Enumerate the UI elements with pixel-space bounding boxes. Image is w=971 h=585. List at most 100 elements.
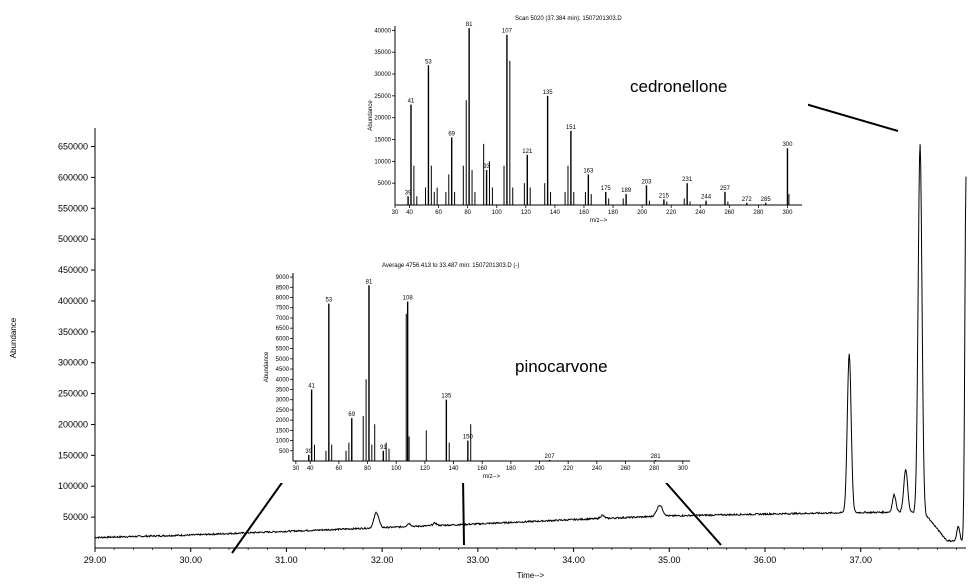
y-tick-label: 250000	[58, 389, 88, 399]
connector-line	[231, 476, 287, 554]
spectrum-peak-label: 257	[720, 186, 731, 192]
inset-y-tick-label: 9000	[276, 275, 290, 281]
y-tick-label: 500000	[58, 234, 88, 244]
spectrum-peak-label: 215	[659, 193, 670, 199]
connector-line	[462, 477, 465, 546]
inset-x-tick-label: 260	[724, 210, 735, 216]
inset-y-tick-label: 5000	[276, 357, 290, 363]
inset-x-axis-label: m/z-->	[483, 474, 501, 480]
inset-background	[261, 265, 696, 483]
y-tick-label: 450000	[58, 265, 88, 275]
x-tick-label: 35.00	[658, 555, 681, 565]
inset-y-tick-label: 6000	[276, 336, 290, 342]
inset-y-tick-label: 25000	[374, 94, 391, 100]
y-tick-label: 150000	[58, 450, 88, 460]
spectrum-peak-label: 163	[583, 168, 594, 174]
spectrum-peak-label: 93	[483, 164, 490, 170]
connector-line	[660, 476, 722, 546]
inset-y-tick-label: 1000	[276, 439, 290, 445]
inset-x-tick-label: 80	[364, 466, 371, 472]
inset-x-tick-label: 60	[435, 210, 442, 216]
inset-x-tick-label: 280	[649, 466, 660, 472]
inset-y-tick-label: 5500	[276, 347, 290, 353]
x-tick-label: 29.00	[84, 555, 107, 565]
spectrum-peak-label: 53	[425, 59, 432, 65]
spectrum-peak-label: 108	[403, 296, 414, 302]
inset-y-tick-label: 1500	[276, 428, 290, 434]
inset-y-axis-label: Abundance	[368, 100, 374, 131]
inset-x-tick-label: 100	[391, 466, 402, 472]
inset-x-tick-label: 40	[406, 210, 413, 216]
inset-x-tick-label: 140	[550, 210, 561, 216]
inset-y-tick-label: 20000	[374, 116, 391, 122]
spectrum-peak-label: 150	[463, 435, 474, 441]
compound-label-cedronellone: cedronellone	[630, 77, 727, 96]
y-tick-label: 400000	[58, 296, 88, 306]
x-tick-label: 36.00	[754, 555, 777, 565]
inset-y-tick-label: 500	[279, 449, 290, 455]
y-tick-label: 200000	[58, 419, 88, 429]
inset-x-axis-label: m/z-->	[590, 218, 608, 224]
spectrum-peak-label: 39	[405, 190, 412, 196]
inset-x-tick-label: 160	[477, 466, 488, 472]
inset-y-axis-label: Abundance	[264, 351, 270, 382]
main-chromatogram: 50000 100000 150000 200000 250000 300000 35000…	[9, 128, 967, 580]
spectrum-peak-label: 207	[545, 454, 556, 460]
x-axis-label: Time-->	[517, 571, 545, 580]
inset-y-tick-label: 7000	[276, 316, 290, 322]
inset-y-tick-label: 4000	[276, 377, 290, 383]
x-tick-label: 33.00	[467, 555, 490, 565]
x-tick-label: 37.00	[849, 555, 872, 565]
spectrum-peak-label: 300	[782, 142, 793, 148]
inset-x-tick-label: 200	[637, 210, 648, 216]
inset-y-tick-label: 8000	[276, 296, 290, 302]
inset-y-tick-label: 5000	[378, 181, 392, 187]
inset-cedronellone-spectrum: 5000 10000 15000 20000 25000 30000 35000 40000 3…	[365, 4, 808, 227]
inset-y-tick-label: 7500	[276, 306, 290, 312]
spectrum-peak-label: 121	[522, 149, 533, 155]
inset-y-tick-label: 30000	[374, 72, 391, 78]
inset-y-tick-label: 2500	[276, 408, 290, 414]
spectrum-peak-label: 41	[308, 383, 315, 389]
spectrum-peak-label: 151	[566, 125, 577, 131]
y-tick-label: 50000	[63, 512, 88, 522]
inset-y-tick-label: 15000	[374, 138, 391, 144]
inset-pinocarvone-spectrum: 500 1000 1500 2000 2500 3000 3500 4000 4500 5000 5…	[261, 263, 696, 483]
spectrum-peak-label: 285	[761, 197, 772, 203]
spectrum-peak-label: 107	[502, 29, 513, 35]
inset-x-tick-label: 40	[307, 466, 314, 472]
spectrum-peak-label: 69	[448, 131, 455, 137]
spectrum-peak-label: 281	[651, 454, 662, 460]
inset-x-tick-label: 30	[392, 210, 399, 216]
inset-y-tick-label: 10000	[374, 159, 391, 165]
spectrum-peak-label: 244	[701, 195, 712, 201]
inset-x-tick-label: 120	[521, 210, 532, 216]
spectrum-peak-label: 203	[641, 179, 652, 185]
compound-label-pinocarvone: pinocarvone	[515, 357, 608, 376]
spectrum-peak-label: 41	[408, 99, 415, 105]
inset-x-tick-label: 260	[620, 466, 631, 472]
y-tick-label: 550000	[58, 203, 88, 213]
x-tick-label: 30.00	[179, 555, 202, 565]
y-axis-label: Abundance	[9, 317, 18, 358]
y-tick-label: 350000	[58, 327, 88, 337]
inset-x-tick-label: 60	[336, 466, 343, 472]
inset-x-tick-label: 300	[678, 466, 689, 472]
spectrum-peak-label: 175	[601, 186, 612, 192]
chromatogram-trace	[94, 144, 967, 543]
inset-x-tick-label: 30	[293, 466, 300, 472]
y-tick-label: 600000	[58, 172, 88, 182]
inset-y-tick-label: 8500	[276, 285, 290, 291]
y-tick-label: 650000	[58, 142, 88, 152]
spectrum-peak-label: 135	[441, 394, 452, 400]
spectrum-peak-label: 81	[466, 22, 473, 28]
spectrum-peak-label: 231	[682, 177, 693, 183]
inset-x-tick-label: 240	[592, 466, 603, 472]
inset-y-tick-label: 35000	[374, 50, 391, 56]
spectrum-peak-label: 91	[380, 445, 387, 451]
spectrum-peak-label: 81	[366, 279, 373, 285]
inset-background	[365, 4, 808, 227]
x-tick-label: 32.00	[371, 555, 394, 565]
inset-x-tick-label: 180	[506, 466, 517, 472]
